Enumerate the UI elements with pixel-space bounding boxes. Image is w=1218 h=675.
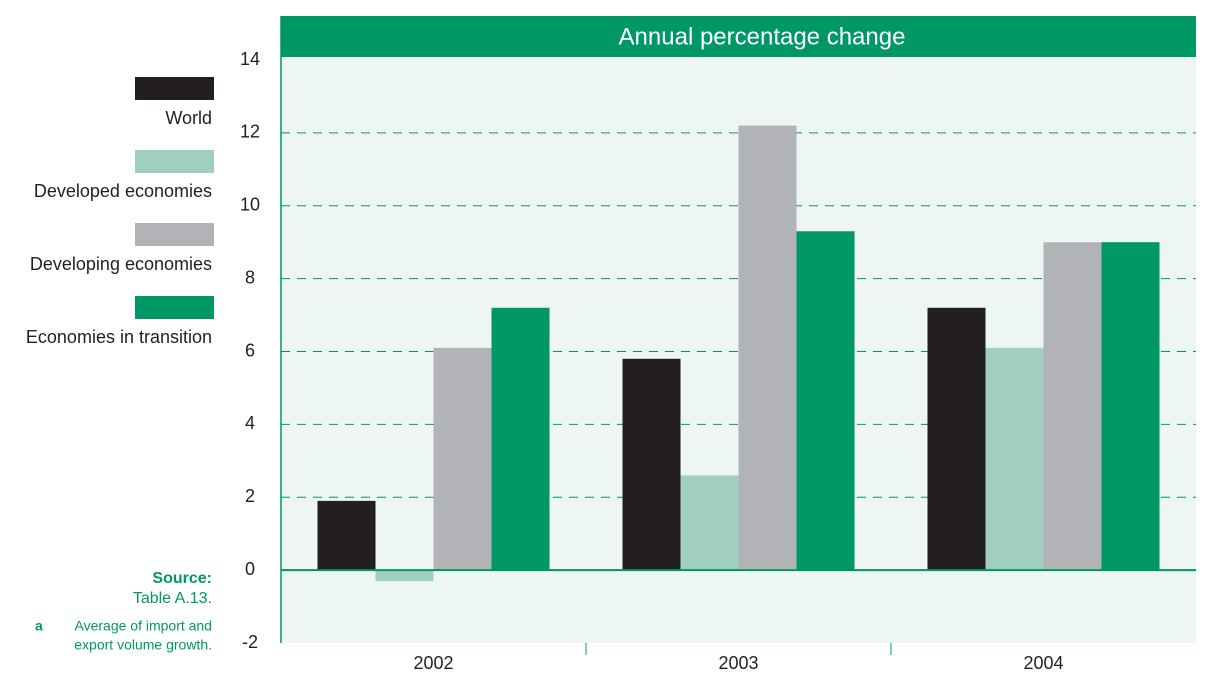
legend-label: Economies in transition (26, 327, 212, 347)
y-tick-label: 10 (240, 195, 260, 215)
y-tick-label: 12 (240, 122, 260, 142)
y-tick-label: 6 (245, 340, 255, 360)
title-bar (281, 16, 1196, 57)
bar (927, 307, 986, 571)
x-tick-label: 2003 (718, 653, 758, 673)
y-tick-label: -2 (242, 632, 258, 652)
bar (1043, 242, 1102, 571)
x-tick-label: 2002 (413, 653, 453, 673)
y-tick-label: 8 (245, 267, 255, 287)
bar (796, 231, 855, 571)
source: Table A.13. (133, 590, 212, 607)
y-tick-label: 2 (245, 486, 255, 506)
legend-swatch (135, 223, 214, 246)
legend-swatch (135, 296, 214, 319)
y-tick-label: 0 (245, 559, 255, 579)
x-tick-label: 2004 (1023, 653, 1063, 673)
legend-label: World (165, 108, 212, 128)
bar (1101, 242, 1160, 571)
y-tick-label: 14 (240, 49, 260, 69)
footnote: export volume growth. (74, 637, 212, 653)
legend-label: Developing economies (30, 254, 212, 274)
bar (738, 125, 797, 571)
bar (985, 347, 1044, 571)
bar (622, 358, 681, 571)
bar (317, 500, 376, 571)
footnote: Average of import and (75, 618, 213, 634)
chart-title: Annual percentage change (619, 23, 906, 50)
legend-label: Developed economies (34, 181, 212, 201)
bar (491, 307, 550, 571)
bar (375, 570, 434, 582)
bar (433, 347, 492, 571)
y-tick-label: 4 (245, 413, 255, 433)
legend-swatch (135, 150, 214, 173)
source-label: Source: (152, 570, 212, 587)
legend-swatch (135, 77, 214, 100)
footnote-marker: a (35, 618, 43, 634)
bar (680, 475, 739, 571)
